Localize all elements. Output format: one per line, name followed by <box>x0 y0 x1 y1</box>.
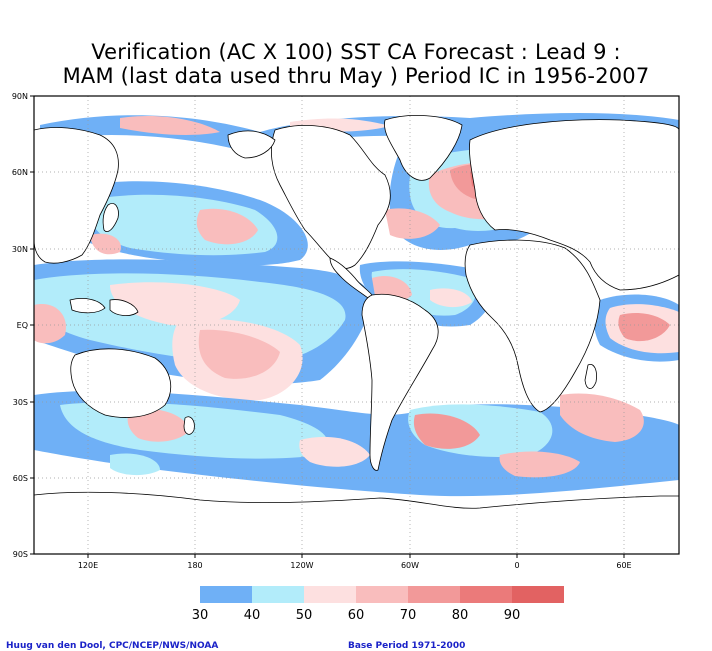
land-australia <box>70 348 172 418</box>
map-title-line-2: MAM (last data used thru May ) Period IC… <box>62 64 650 88</box>
colorbar-swatch-60-70 <box>356 586 408 603</box>
contour-arctic <box>40 113 679 150</box>
land-north-america <box>270 125 391 269</box>
lat-label-60s: 60S <box>13 474 28 483</box>
colorbar-swatch-50-60 <box>304 586 356 603</box>
colorbar-swatch-30-40 <box>200 586 252 603</box>
colorbar-swatch-80-90 <box>460 586 512 603</box>
land-alaska <box>227 130 276 159</box>
land-south-america <box>361 293 439 471</box>
colorbar-swatch-40-50 <box>252 586 304 603</box>
lat-label-eq: EQ <box>17 321 28 330</box>
lon-label-60w: 60W <box>401 561 419 570</box>
land-greenland <box>384 115 463 181</box>
grid-lines <box>34 96 679 554</box>
land-eurasia <box>469 119 679 291</box>
lat-label-90n: 90N <box>12 92 28 101</box>
land-masses <box>34 115 679 554</box>
credit-author: Huug van den Dool, CPC/NCEP/NWS/NOAA <box>6 641 219 651</box>
colorbar: 30 40 50 60 70 80 90 <box>192 586 564 623</box>
lon-label-0: 0 <box>514 561 519 570</box>
lon-label-120e: 120E <box>78 561 98 570</box>
land-asia-west <box>34 127 119 264</box>
colorbar-label-70: 70 <box>400 608 417 623</box>
credit-base-period: Base Period 1971-2000 <box>348 641 466 651</box>
lon-label-60e: 60E <box>616 561 631 570</box>
lon-label-180: 180 <box>187 561 202 570</box>
lat-label-60n: 60N <box>12 168 28 177</box>
colorbar-label-30: 30 <box>192 608 209 623</box>
lat-label-90s: 90S <box>13 550 28 559</box>
map-title-line-1: Verification (AC X 100) SST CA Forecast … <box>91 40 621 64</box>
land-africa <box>464 239 601 413</box>
colorbar-label-90: 90 <box>504 608 521 623</box>
skill-shading-layer <box>34 96 679 554</box>
colorbar-swatch-70-80 <box>408 586 460 603</box>
lon-label-120w: 120W <box>290 561 313 570</box>
colorbar-label-60: 60 <box>348 608 365 623</box>
axis-ticks <box>30 95 625 558</box>
colorbar-label-40: 40 <box>244 608 261 623</box>
lat-label-30n: 30N <box>12 245 28 254</box>
land-antarctica <box>34 491 679 554</box>
colorbar-swatch-90-plus <box>512 586 564 603</box>
colorbar-label-50: 50 <box>296 608 313 623</box>
lat-label-30s: 30S <box>13 398 28 407</box>
colorbar-label-80: 80 <box>452 608 469 623</box>
